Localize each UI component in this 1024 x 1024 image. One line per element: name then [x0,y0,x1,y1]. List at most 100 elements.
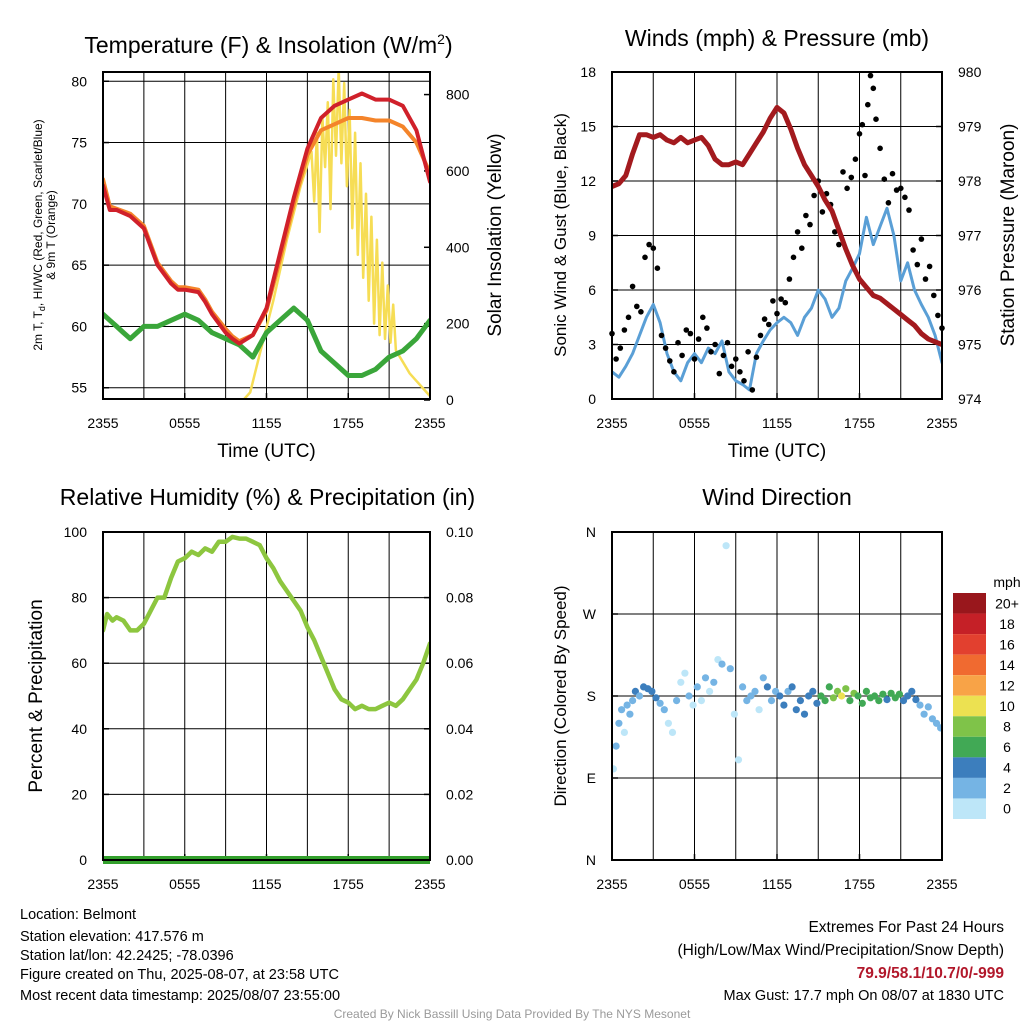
y-tick-label-right: 980 [958,64,982,80]
direction-point [899,697,908,705]
gust-point [724,339,731,346]
direction-point [660,706,668,714]
direction-point [842,685,850,693]
x-tick-label: 0555 [679,415,710,431]
gust-point [770,298,776,304]
y-tick-label-right: 974 [958,391,982,407]
gust-point [716,370,723,377]
gust-point [848,174,855,181]
y-tick-label-right: 0.06 [446,655,473,671]
x-tick-label: 2355 [596,415,627,431]
gust-point [741,378,747,384]
gust-point [708,349,714,355]
y-tick-label: 75 [71,135,87,151]
y-axis-label-4: Direction (Colored By Speed) [551,585,570,806]
x-tick-label: 2355 [414,415,445,431]
direction-point [920,710,928,718]
max-gust: Max Gust: 17.7 mph On 08/07 at 1830 UTC [723,988,1004,1004]
series-station-pressure [612,104,942,347]
direction-point [887,689,895,697]
direction-point [710,678,718,686]
direction-point [730,710,739,718]
gust-point [745,349,751,355]
gust-point [870,85,877,92]
gust-point [749,387,756,393]
direction-point [681,669,689,677]
x-tick-label: 2355 [596,876,627,892]
direction-point [858,699,866,707]
gust-point [691,356,698,362]
direction-point [689,701,697,709]
y-tick-label-right: 400 [446,239,470,255]
gust-point [761,316,768,322]
gust-point [922,276,929,282]
direction-point [875,697,883,705]
series-2m-temperature [103,91,430,346]
direction-point [916,701,924,709]
direction-point [629,697,637,705]
colorbar-swatch [953,757,986,778]
footer-recent: Most recent data timestamp: 2025/08/07 2… [20,988,341,1004]
gust-point [794,229,801,235]
direction-point [854,692,862,700]
x-tick-label: 2355 [414,876,445,892]
gust-point [613,356,619,362]
direction-point [612,765,617,773]
gust-point [634,303,640,310]
x-tick-label: 1755 [333,415,364,431]
gust-point [867,72,874,79]
gust-point [621,327,628,333]
extremes-subtitle: (High/Low/Max Wind/Precipitation/Snow De… [677,942,1005,959]
gust-point [906,207,912,213]
colorbar-label: 12 [999,677,1015,693]
y-tick-label-right: 977 [958,228,982,244]
colorbar-label: 20+ [995,595,1019,611]
direction-point [796,697,805,705]
colorbar-swatch [953,593,986,614]
colorbar-swatch [953,716,986,737]
y-tick-label-right: 0.10 [446,524,473,540]
gust-point [856,131,863,137]
y-tick-label-right: 976 [958,282,982,298]
direction-point [668,728,677,737]
colorbar-label: 2 [1003,780,1011,796]
series-sonic-wind [612,206,942,392]
gust-point [625,314,632,321]
y-tick-label: 0 [588,391,596,407]
colorbar-swatch [953,736,986,758]
x-axis-label-2: Time (UTC) [728,441,827,462]
y-tick-label: N [586,524,596,540]
direction-point [763,683,772,691]
y-tick-label-right: 0.00 [446,852,473,868]
gust-point [675,339,681,346]
gust-point [926,263,933,270]
colorbar-swatch [953,654,986,676]
plot-frame [102,531,431,861]
y-tick-label: 0 [79,852,87,868]
colorbar-label: 6 [1003,739,1011,755]
gust-point [629,283,636,290]
colorbar-label: 16 [999,636,1015,652]
gust-point [695,336,702,342]
gust-point [852,156,859,162]
series-solar-insolation [103,72,430,399]
direction-point [656,699,664,707]
y-axis-label-right-1: Solar Insolation (Yellow) [485,133,506,336]
direction-point [722,542,730,550]
colorbar-label: 18 [999,616,1015,632]
y-tick-label-right: 978 [958,173,982,189]
gust-point [617,345,624,351]
gust-point [712,341,718,348]
direction-point [697,697,706,705]
extremes-title: Extremes For Past 24 Hours [808,919,1004,936]
y-tick-label: 80 [71,73,87,89]
y-tick-label: 9 [588,228,596,244]
x-tick-label: 2355 [926,415,957,431]
direction-point [912,696,920,704]
y-tick-label-right: 0.02 [446,786,473,802]
direction-point [664,719,673,727]
y-tick-label-right: 200 [446,316,470,332]
gust-point [865,101,871,108]
colorbar-label: 14 [999,657,1015,673]
